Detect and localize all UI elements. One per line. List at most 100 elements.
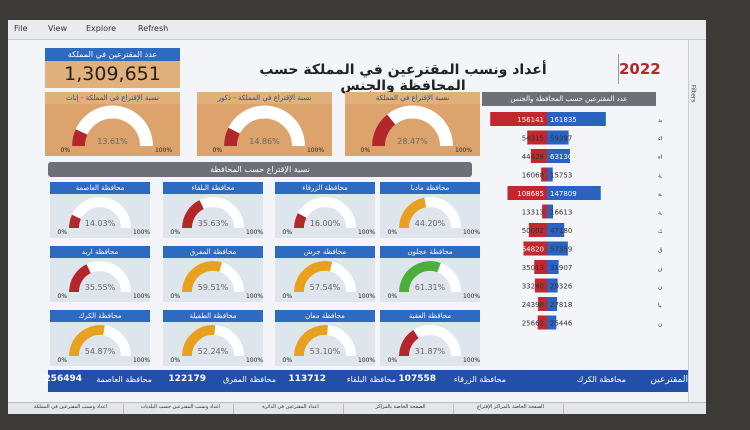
gauge-min: 0% <box>213 147 223 154</box>
category-label: محافظة الزرقاء <box>658 154 662 161</box>
gauge-fill <box>182 261 223 293</box>
gauge-max: 100% <box>463 293 480 300</box>
gauge-value: 14.86% <box>249 137 280 146</box>
logo: 2022 <box>618 54 661 84</box>
gauge-value: 16.00% <box>310 219 341 228</box>
bar-label: 63130 <box>550 153 572 161</box>
category-label: محافظة مادبا <box>658 302 662 309</box>
page-tab[interactable]: الصفحة الخاصة بالمراكز <box>348 404 454 414</box>
gauge-max: 100% <box>246 293 263 300</box>
total-value: 1,309,651 <box>45 61 180 88</box>
gauge-title: محافظة عجلون <box>380 246 480 258</box>
bar-label: 35013 <box>522 264 544 272</box>
bar-label: 44428 <box>522 153 544 161</box>
gauge: 14.86% 0% 100% <box>213 105 324 154</box>
gauge-min: 0% <box>283 229 293 236</box>
gauge: 53.10% 0% 100% <box>283 325 375 364</box>
gauge-value: 54.87% <box>85 347 116 356</box>
gauge-value: 31.87% <box>415 347 446 356</box>
bar-label: 33240 <box>522 283 544 291</box>
gauge: 13.61% 0% 100% <box>61 105 172 154</box>
gauge-title: نسبة الإقتراع في المملكة <box>345 92 480 104</box>
bar <box>527 130 547 145</box>
bar-label: 16068 <box>522 172 544 180</box>
bar <box>534 260 547 274</box>
gauge-fill <box>294 325 329 357</box>
bar <box>547 149 570 163</box>
gauge-min: 0% <box>171 293 181 300</box>
bar-label: 15753 <box>550 172 572 180</box>
gauge-max: 100% <box>358 293 375 300</box>
bar-label: 54315 <box>522 135 544 143</box>
bar <box>537 315 547 330</box>
gauge-card: 14.03% 0% 100% <box>50 194 150 238</box>
chart-title: عدد المقترعين حسب المحافظة والجنس <box>482 92 656 106</box>
gauge-min: 0% <box>361 147 371 154</box>
bar <box>547 130 569 145</box>
gauge-fill <box>69 325 105 357</box>
ticker-name: محافظة العاصمة <box>96 375 152 384</box>
bar-label: 25446 <box>550 320 573 328</box>
category-label: محافظة العقبة <box>658 210 662 217</box>
butterfly-chart: 156141 161835 محافظة اربد 54315 59397 محافظة … <box>490 112 662 330</box>
total-label: عدد المقترعين في المملكة <box>45 48 180 61</box>
gauge-value: 59.51% <box>198 283 229 292</box>
toolbar-button[interactable]: View <box>48 24 67 33</box>
bar <box>490 112 547 126</box>
page-tab[interactable]: الصفحة الخاصة بالمراكز الإقتراع <box>458 404 564 414</box>
gauge-value: 13.61% <box>97 137 128 146</box>
gauge-max: 100% <box>307 147 324 154</box>
ticker-name: محافظة البلقاء <box>346 375 396 384</box>
bar-label: 24398 <box>522 301 544 309</box>
gauge-title: محافظة جرش <box>275 246 375 258</box>
gauge-card: 61.31% 0% 100% <box>380 258 480 302</box>
page-tab[interactable]: أعداد ونسب المقترعين في المملكة <box>18 404 124 414</box>
bar-label: 147809 <box>550 190 577 198</box>
gauge-fill <box>399 261 441 293</box>
gauge-title: محافظة العقبة <box>380 310 480 322</box>
header-title: أعداد ونسب المقترعين في المملكة حسب المح… <box>259 62 547 94</box>
ticker-value: 122179 <box>168 374 206 384</box>
ticker-name: محافظة الزرقاء <box>453 375 506 384</box>
bar-label: 108685 <box>517 190 544 198</box>
category-label: محافظة الكرك <box>658 228 662 235</box>
category-label: محافظة جرش <box>658 265 662 272</box>
gauge-min: 0% <box>58 229 68 236</box>
category-label: محافظة عجلون <box>658 284 662 291</box>
filters-label[interactable]: Filters <box>689 84 697 103</box>
gauge-card: 16.00% 0% 100% <box>275 194 375 238</box>
gauge: 16.00% 0% 100% <box>283 197 375 236</box>
page-tab[interactable]: أعداد المقترعين في الدائرة <box>238 404 344 414</box>
page-tab[interactable]: أعداد ونسب المقترعين حسب البلديات <box>128 404 234 414</box>
toolbar-button[interactable]: Explore <box>86 24 117 33</box>
bar <box>547 204 554 219</box>
gauge-max: 100% <box>246 229 263 236</box>
filters-pane <box>688 40 706 402</box>
gauge-max: 100% <box>463 229 480 236</box>
gauge-value: 57.54% <box>310 283 341 292</box>
bar <box>528 223 547 237</box>
gauge-card: 35.55% 0% 100% <box>50 258 150 302</box>
category-label: محافظة اربد <box>658 117 662 124</box>
gauge-max: 100% <box>358 357 375 364</box>
gauge-value: 28.47% <box>397 137 428 146</box>
gauge: 14.03% 0% 100% <box>58 197 150 236</box>
category-label: محافظة المفرق <box>658 247 662 254</box>
gauge-title: نسبة الإقتراع في المملكة - إناث <box>45 92 180 104</box>
gauge-fill <box>182 325 216 357</box>
toolbar-button[interactable]: File <box>14 24 28 33</box>
gauge-min: 0% <box>283 293 293 300</box>
gauge-title: محافظة الطفيلة <box>163 310 263 322</box>
bar <box>547 278 558 293</box>
bar <box>541 167 547 182</box>
toolbar-button[interactable]: Refresh <box>138 24 169 33</box>
bar <box>542 204 547 219</box>
bar <box>523 241 547 256</box>
ticker-value: 113712 <box>288 374 326 384</box>
gauge-min: 0% <box>388 229 398 236</box>
category-label: محافظة البلقاء <box>658 136 662 143</box>
gauge-value: 44.20% <box>415 219 446 228</box>
bar <box>547 260 559 274</box>
bar <box>530 149 547 163</box>
gauge-fill <box>224 127 241 147</box>
